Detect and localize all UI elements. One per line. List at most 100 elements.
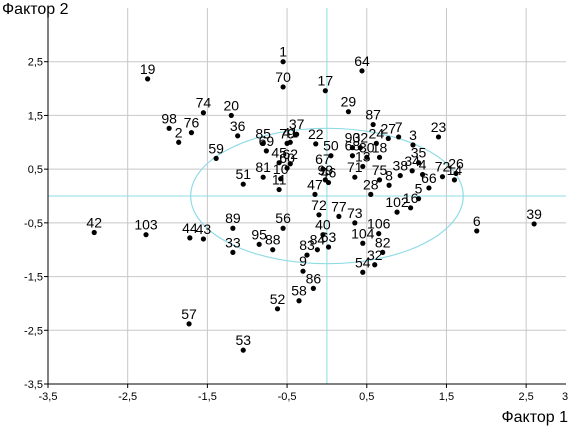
data-point	[394, 209, 400, 215]
x-tick-label: 0,5	[359, 391, 374, 403]
data-point-label: 57	[181, 306, 197, 322]
data-point	[187, 235, 193, 241]
data-point	[357, 145, 363, 151]
data-point	[408, 205, 414, 211]
y-tick-label: -3,5	[24, 379, 43, 391]
data-point-label: 74	[196, 95, 212, 111]
data-point-label: 46	[321, 165, 337, 181]
data-point	[230, 249, 236, 255]
data-point	[364, 154, 370, 160]
data-point	[240, 347, 246, 353]
data-point	[439, 174, 446, 180]
data-point-label: 76	[184, 115, 200, 131]
data-point	[435, 134, 442, 140]
data-point-label: 26	[448, 155, 464, 171]
data-point-label: 89	[225, 210, 241, 226]
y-tick-label: 2,5	[28, 57, 43, 69]
data-point-label: 17	[318, 73, 334, 89]
data-point-label: 30	[359, 139, 375, 155]
data-point-label: 38	[392, 158, 408, 174]
data-point-label: 54	[355, 254, 371, 270]
data-point	[280, 225, 286, 231]
data-point-label: 34	[404, 153, 420, 169]
data-point-label: 50	[323, 138, 339, 154]
data-point-label: 19	[140, 61, 156, 77]
data-point-label: 10	[273, 161, 289, 177]
data-point-label: 43	[196, 221, 212, 237]
data-point	[256, 241, 262, 247]
data-point	[296, 298, 302, 304]
data-point	[276, 186, 282, 193]
data-point-label: 56	[275, 210, 291, 226]
data-point-label: 60	[279, 150, 295, 166]
data-point	[349, 145, 356, 151]
data-point	[360, 240, 366, 246]
data-point	[200, 110, 206, 116]
data-point-label: 71	[347, 159, 363, 175]
data-point	[345, 109, 352, 115]
data-point	[409, 168, 415, 174]
y-axis-label: Фактор 2	[2, 1, 69, 18]
data-point-label: 13	[355, 148, 371, 164]
data-point	[320, 232, 326, 238]
data-point-label: 106	[367, 216, 391, 232]
x-ticks: -3,5 -2,5 -1,5 -0,5 0,5 1,5 2,5 3	[39, 384, 568, 403]
data-point	[200, 236, 206, 242]
data-point-label: 63	[321, 229, 337, 245]
data-point	[322, 88, 328, 94]
data-point-label: 69	[259, 133, 275, 149]
data-point	[415, 196, 422, 202]
data-point-label: 11	[272, 172, 287, 188]
data-point	[145, 76, 151, 82]
x-axis-label: Фактор 1	[501, 409, 568, 426]
x-tick-label: 2,5	[519, 391, 534, 403]
data-point	[426, 185, 432, 191]
data-point-label: 42	[86, 215, 102, 231]
data-point-label: 2	[175, 124, 183, 140]
data-point	[278, 176, 284, 182]
data-point-label: 24	[369, 125, 385, 141]
data-point-label: 66	[421, 170, 437, 186]
data-point-label: 99	[318, 162, 334, 178]
data-point-label: 103	[134, 217, 158, 233]
data-point-label: 83	[299, 237, 315, 253]
data-point	[373, 140, 379, 146]
data-point-label: 59	[208, 140, 224, 156]
data-point	[359, 68, 365, 74]
data-point	[372, 262, 378, 268]
data-point	[320, 166, 326, 172]
data-point-label: 88	[265, 232, 281, 248]
data-point	[376, 231, 382, 237]
data-point-label: 44	[182, 220, 198, 236]
data-point-label: 73	[347, 205, 363, 221]
data-point-label: 67	[315, 151, 331, 167]
axes	[47, 8, 566, 385]
data-point-label: 39	[526, 206, 542, 222]
data-point-label: 82	[375, 234, 391, 250]
data-point-label: 51	[235, 166, 251, 182]
data-point	[91, 229, 97, 236]
data-point	[300, 268, 306, 274]
data-point	[260, 174, 266, 180]
data-point	[280, 59, 286, 65]
data-point-label: 62	[282, 146, 298, 162]
x-tick-label: 1,5	[439, 391, 454, 403]
data-point-label: 35	[411, 145, 427, 161]
y-tick-label: -0,5	[24, 218, 43, 230]
data-point-label: 45	[271, 145, 287, 161]
data-point-label: 27	[380, 121, 396, 137]
data-point-label: 8	[385, 167, 393, 183]
data-point	[166, 125, 172, 131]
data-point-label: 47	[307, 176, 323, 192]
data-point	[419, 171, 426, 178]
data-point	[349, 153, 356, 159]
data-point	[314, 247, 320, 253]
data-point	[380, 249, 386, 255]
data-point	[270, 247, 276, 253]
data-point-label: 41	[282, 124, 298, 140]
data-point	[263, 148, 269, 154]
y-tick-label: 0,5	[28, 164, 43, 176]
data-point	[410, 142, 416, 148]
